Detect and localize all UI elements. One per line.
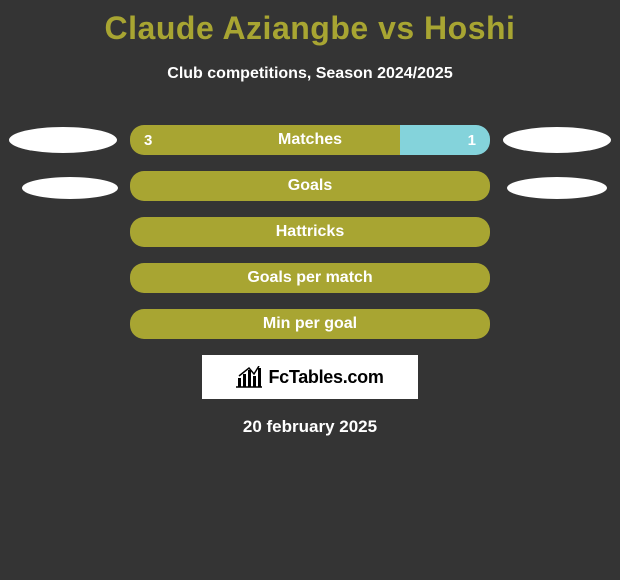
player1-badge bbox=[8, 127, 118, 153]
stat-label: Goals per match bbox=[130, 263, 490, 293]
stat-row: Matches3 1 bbox=[8, 125, 612, 155]
stat-bar: Goals bbox=[130, 171, 490, 201]
stat-label: Goals bbox=[130, 171, 490, 201]
bars-icon bbox=[236, 366, 262, 388]
logo-box: FcTables.com bbox=[202, 355, 418, 399]
stat-row: Min per goal bbox=[8, 309, 612, 339]
stat-row: Hattricks bbox=[8, 217, 612, 247]
stat-bar: Goals per match bbox=[130, 263, 490, 293]
page-title: Claude Aziangbe vs Hoshi bbox=[0, 0, 620, 47]
stat-bar: Matches3 1 bbox=[130, 125, 490, 155]
logo-text: FcTables.com bbox=[268, 367, 383, 388]
logo: FcTables.com bbox=[236, 366, 383, 388]
stat-row: Goals bbox=[8, 171, 612, 201]
stat-label: Hattricks bbox=[130, 217, 490, 247]
player2-badge bbox=[502, 127, 612, 153]
date-line: 20 february 2025 bbox=[0, 417, 620, 437]
player2-value: 1 bbox=[454, 125, 490, 155]
stat-label: Min per goal bbox=[130, 309, 490, 339]
stats-area: Matches3 1 Goals Hattricks Goals per match Mi… bbox=[0, 125, 620, 339]
player1-badge bbox=[8, 173, 118, 199]
stat-bar: Min per goal bbox=[130, 309, 490, 339]
player2-badge bbox=[502, 173, 612, 199]
player1-value: 3 bbox=[130, 125, 166, 155]
stat-row: Goals per match bbox=[8, 263, 612, 293]
stat-label: Matches bbox=[130, 125, 490, 155]
subtitle: Club competitions, Season 2024/2025 bbox=[0, 65, 620, 83]
stat-bar: Hattricks bbox=[130, 217, 490, 247]
